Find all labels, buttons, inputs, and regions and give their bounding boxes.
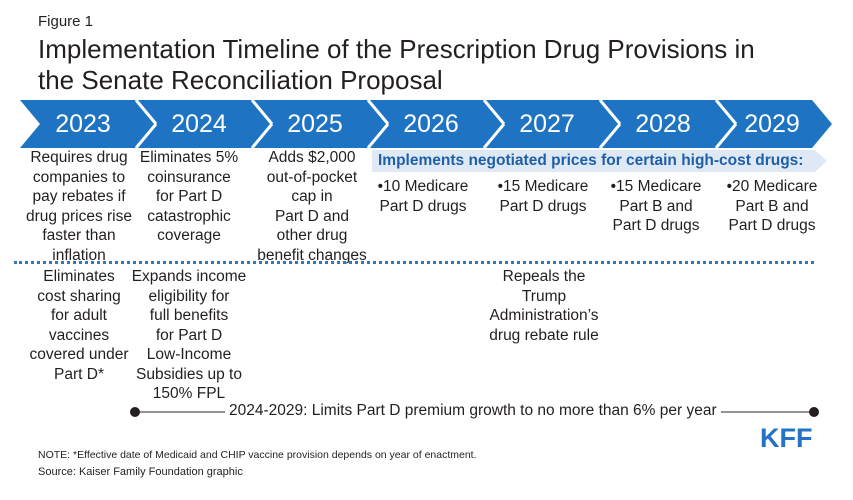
year-arrow	[716, 100, 832, 148]
year-arrow	[136, 100, 272, 148]
year-arrow	[368, 100, 504, 148]
source-note: Source: Kaiser Family Foundation graphic	[38, 466, 243, 478]
year-arrow	[20, 100, 156, 148]
title-line: the Senate Reconciliation Proposal	[38, 65, 443, 95]
year-2025: 2025	[287, 110, 343, 138]
provision-2027-rebate-rule: Repeals the Trump Administration’s drug re…	[489, 268, 599, 344]
year-2029: 2029	[744, 110, 800, 138]
provision-2025-oop-cap: Adds $2,000 out-of-pocket cap in Part D an…	[257, 149, 367, 264]
negotiated-2026: •10 Medicare Part D drugs	[377, 178, 469, 215]
provision-2023-vaccines: Eliminates cost sharing for adult vaccines…	[29, 268, 129, 383]
year-2023: 2023	[55, 110, 111, 138]
year-arrow	[484, 100, 620, 148]
year-2027: 2027	[519, 110, 575, 138]
premium-growth-text: 2024-2029: Limits Part D premium growth …	[225, 401, 721, 421]
timeline-arrows	[20, 100, 832, 148]
year-2028: 2028	[635, 110, 691, 138]
timeline-end-dot	[809, 407, 819, 417]
figure-label: Figure 1	[38, 13, 94, 30]
negotiated-prices-banner	[372, 150, 827, 172]
timeline-start-dot	[130, 407, 140, 417]
negotiated-2028: •15 Medicare Part B and Part D drugs	[610, 178, 702, 234]
chart-title: Implementation Timeline of the Prescript…	[38, 34, 838, 96]
year-arrow	[600, 100, 736, 148]
provision-2024-coinsurance: Eliminates 5% coinsurance for Part D catas…	[139, 149, 239, 244]
footnote: NOTE: *Effective date of Medicaid and CH…	[38, 449, 477, 461]
title-line: Implementation Timeline of the Prescript…	[38, 34, 755, 64]
year-2024: 2024	[171, 110, 227, 138]
section-divider	[14, 261, 814, 264]
year-2026: 2026	[403, 110, 459, 138]
year-arrow	[252, 100, 388, 148]
provision-2023-rebates: Requires drug companies to pay rebates if …	[26, 149, 132, 264]
negotiated-2029: •20 Medicare Part B and Part D drugs	[726, 178, 818, 234]
banner-text: Implements negotiated prices for certain…	[378, 152, 804, 169]
provision-2024-lis: Expands income eligibility for full benefi…	[131, 268, 247, 402]
kff-logo: KFF	[760, 423, 813, 453]
negotiated-2027: •15 Medicare Part D drugs	[497, 178, 589, 215]
